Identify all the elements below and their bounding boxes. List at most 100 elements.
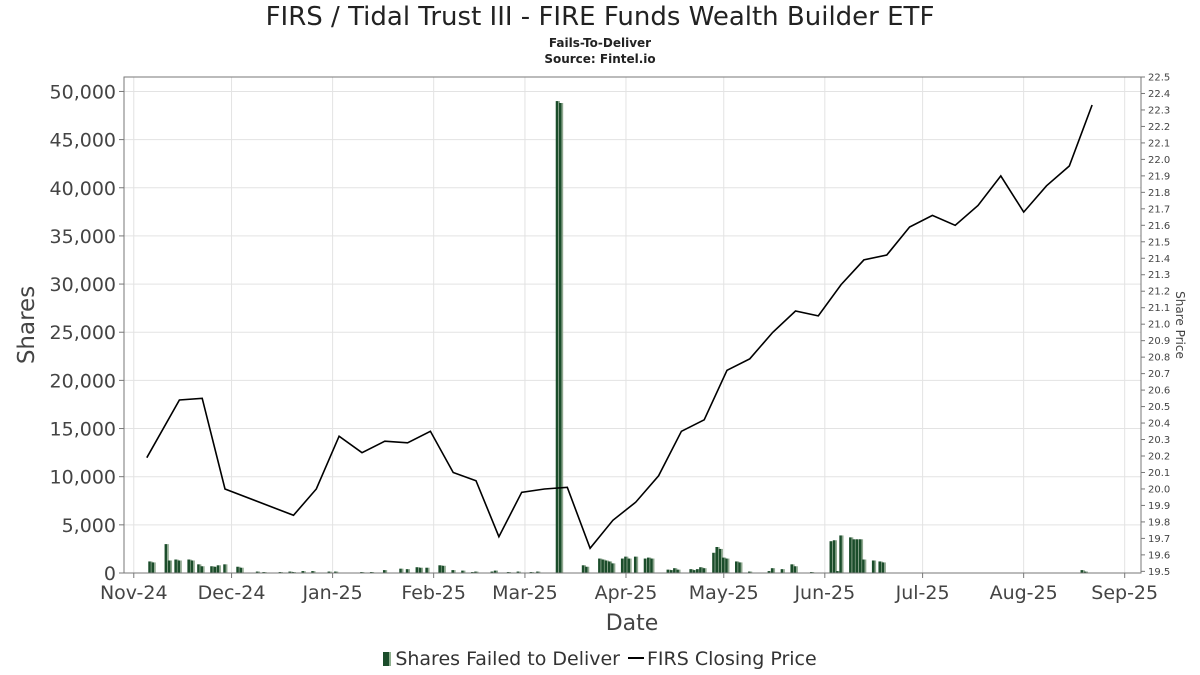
fail-bar-shade — [538, 571, 541, 573]
fail-bar-shade — [304, 571, 306, 573]
fail-bar-shade — [678, 569, 681, 573]
fail-bar — [441, 565, 445, 573]
fail-bar — [692, 570, 696, 573]
fail-bar — [399, 568, 402, 573]
legend-bar-label: Shares Failed to Deliver — [395, 648, 620, 670]
fail-bar — [177, 560, 181, 573]
fail-bar — [633, 556, 637, 573]
fail-bar — [1083, 571, 1087, 573]
fail-bar — [604, 560, 608, 573]
fail-bar-shade — [463, 570, 466, 573]
y-tick-label: 50,000 — [50, 81, 116, 103]
fail-bar — [334, 571, 337, 573]
fail-bar-shade — [421, 567, 424, 573]
fail-bar-shade — [203, 566, 205, 573]
y-right-tick-label: 21.8 — [1148, 188, 1170, 199]
chart-subtitle: Fails-To-Deliver — [548, 36, 652, 50]
fail-bar-shade — [783, 569, 785, 573]
fail-bar — [210, 566, 213, 573]
fail-bar-shade — [727, 558, 730, 573]
y-right-tick-label: 21.0 — [1148, 320, 1170, 331]
fail-bar-shade — [1083, 570, 1085, 573]
y-right-tick-label: 22.4 — [1148, 89, 1170, 100]
y-axis-label: Shares — [14, 286, 40, 364]
y-right-tick-label: 21.2 — [1148, 287, 1170, 298]
fail-bar-shade — [154, 562, 156, 573]
fail-bar — [862, 559, 865, 573]
fail-bar — [301, 571, 305, 573]
fail-bar — [855, 539, 859, 573]
fail-bar-shade — [796, 566, 798, 573]
y-axis-right-label: Share Price — [1173, 291, 1187, 359]
fail-bar — [770, 568, 774, 573]
fail-bar — [558, 103, 562, 574]
fail-bar — [836, 571, 839, 573]
x-tick-label: Jul-25 — [895, 582, 950, 604]
y-right-tick-label: 21.5 — [1148, 237, 1170, 248]
y-right-tick-label: 21.6 — [1148, 221, 1170, 232]
x-tick-label: Nov-24 — [100, 582, 168, 604]
fail-bar — [725, 558, 728, 573]
y-right-tick-label: 22.0 — [1148, 155, 1170, 166]
fail-bar-shade — [180, 560, 182, 573]
fail-bar — [585, 566, 588, 573]
fail-bar-shade — [401, 568, 404, 573]
y-right-tick-label: 20.1 — [1148, 468, 1170, 479]
x-tick-label: May-25 — [689, 582, 759, 604]
fail-bar — [712, 552, 715, 573]
fail-bar — [878, 561, 882, 573]
fail-bar — [474, 571, 477, 573]
fail-bar — [832, 540, 836, 573]
fail-bar — [721, 557, 725, 573]
fail-bar — [611, 563, 614, 573]
fail-bar — [236, 566, 239, 573]
fail-bar-shade — [561, 103, 564, 574]
fail-bar — [516, 571, 520, 573]
fail-bar — [793, 566, 797, 573]
y-tick-label: 40,000 — [50, 178, 116, 200]
y-tick-label: 5,000 — [62, 515, 116, 537]
fail-bar-shade — [740, 562, 743, 573]
fail-bar — [715, 546, 719, 573]
fail-bar-shade — [636, 556, 639, 573]
fail-bar-shade — [705, 568, 707, 573]
fail-bar — [699, 567, 702, 573]
fail-bar — [187, 559, 190, 573]
fail-bar — [197, 564, 200, 573]
fail-bar-shade — [864, 559, 867, 573]
gridlines — [124, 77, 1141, 574]
fail-bar — [620, 558, 624, 573]
price-line — [146, 104, 1093, 550]
fail-bar-shade — [519, 571, 521, 573]
y-tick-label: 15,000 — [50, 419, 116, 441]
legend: Shares Failed to Deliver FIRS Closing Pri… — [0, 648, 1200, 670]
fail-bar — [167, 560, 171, 573]
fail-bar-shade — [330, 571, 332, 573]
y-tick-label: 20,000 — [50, 370, 116, 392]
fail-bar — [689, 569, 692, 573]
y-right-tick-label: 20.3 — [1148, 435, 1170, 446]
fail-bar-shade — [313, 571, 316, 573]
fail-bar — [598, 558, 601, 573]
x-tick-label: Dec-24 — [198, 582, 266, 604]
bar-series — [148, 101, 1088, 574]
y-tick-label: 10,000 — [50, 467, 116, 489]
fail-bar — [382, 570, 386, 573]
fail-bar — [871, 560, 875, 573]
fail-bar — [216, 565, 220, 573]
y-right-tick-label: 20.6 — [1148, 386, 1170, 397]
chart-title: FIRS / Tidal Trust III - FIRE Funds Weal… — [265, 2, 935, 32]
legend-bar-swatch — [383, 652, 392, 666]
x-tick-label: Jan-25 — [301, 582, 362, 604]
y-right-tick-label: 21.4 — [1148, 254, 1170, 265]
fail-bar — [780, 569, 784, 573]
fail-bar — [425, 567, 428, 573]
fail-bar — [493, 570, 497, 573]
y-right-tick-label: 22.2 — [1148, 122, 1170, 133]
y-right-tick-label: 19.9 — [1148, 501, 1170, 512]
fail-bar — [461, 570, 464, 573]
y-tick-label: 45,000 — [50, 130, 116, 152]
fail-bar-shade — [167, 544, 169, 573]
fail-bar-shade — [444, 565, 446, 573]
fail-bar-shade — [219, 565, 221, 573]
